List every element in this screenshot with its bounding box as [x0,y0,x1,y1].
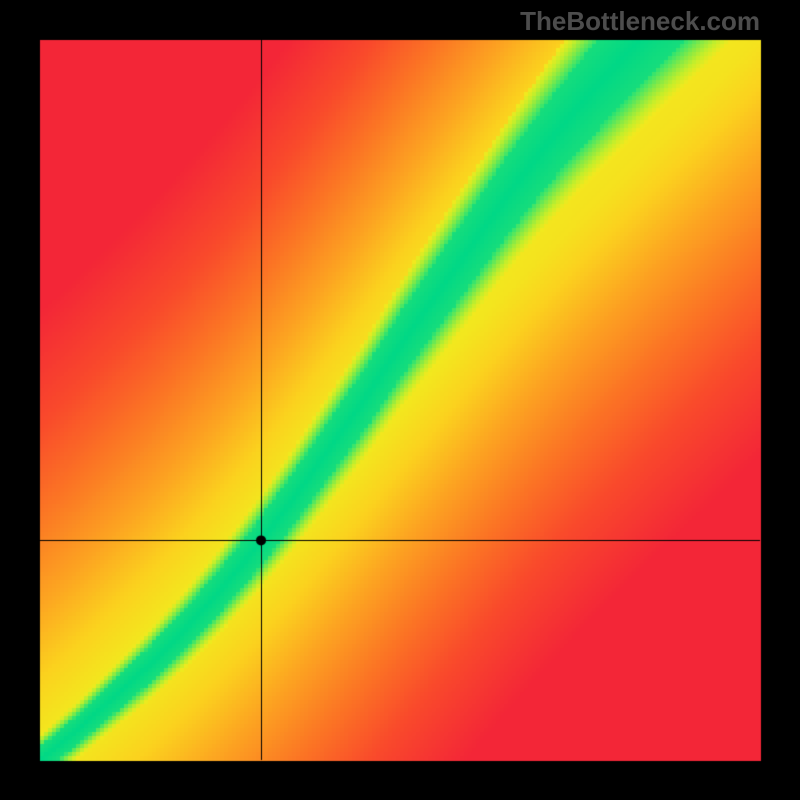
chart-container: { "type": "heatmap", "dimensions": { "wi… [0,0,800,800]
watermark-text: TheBottleneck.com [520,6,760,37]
bottleneck-heatmap [0,0,800,800]
